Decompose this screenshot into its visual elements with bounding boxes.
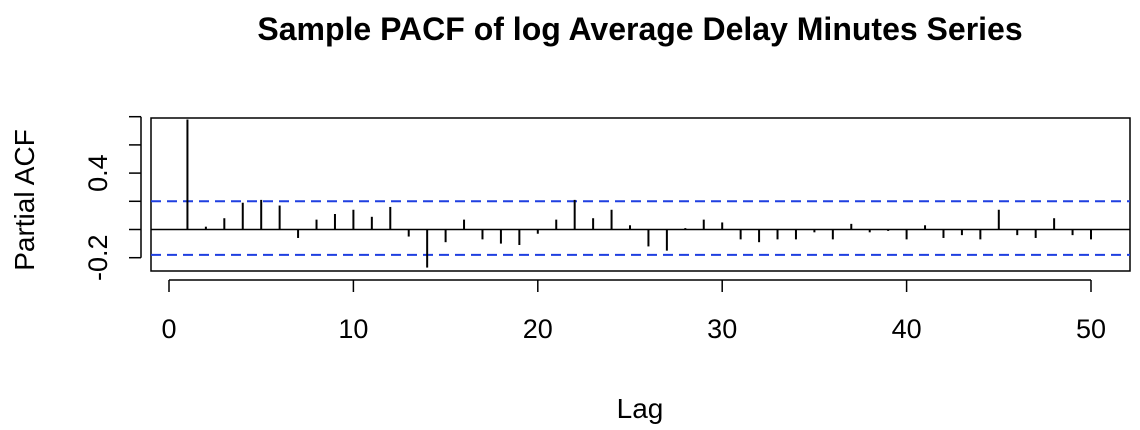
x-tick-label: 20 <box>523 314 553 344</box>
y-tick-label: -0.2 <box>83 234 113 281</box>
chart-title: Sample PACF of log Average Delay Minutes… <box>257 11 1022 47</box>
pacf-bars <box>186 119 1092 268</box>
confidence-bounds <box>151 200 1130 256</box>
y-axis: -0.2 0.4 <box>83 115 142 281</box>
x-tick-label: 50 <box>1076 314 1106 344</box>
x-axis: 0 10 20 30 40 50 <box>161 279 1106 344</box>
y-tick-label: 0.4 <box>83 154 113 192</box>
x-tick-label: 0 <box>161 314 176 344</box>
x-tick-label: 40 <box>892 314 922 344</box>
x-tick-label: 10 <box>338 314 368 344</box>
x-tick-label: 30 <box>707 314 737 344</box>
y-axis-label: Partial ACF <box>9 129 40 271</box>
plot-frame <box>150 117 1131 272</box>
x-axis-label: Lag <box>617 393 664 424</box>
